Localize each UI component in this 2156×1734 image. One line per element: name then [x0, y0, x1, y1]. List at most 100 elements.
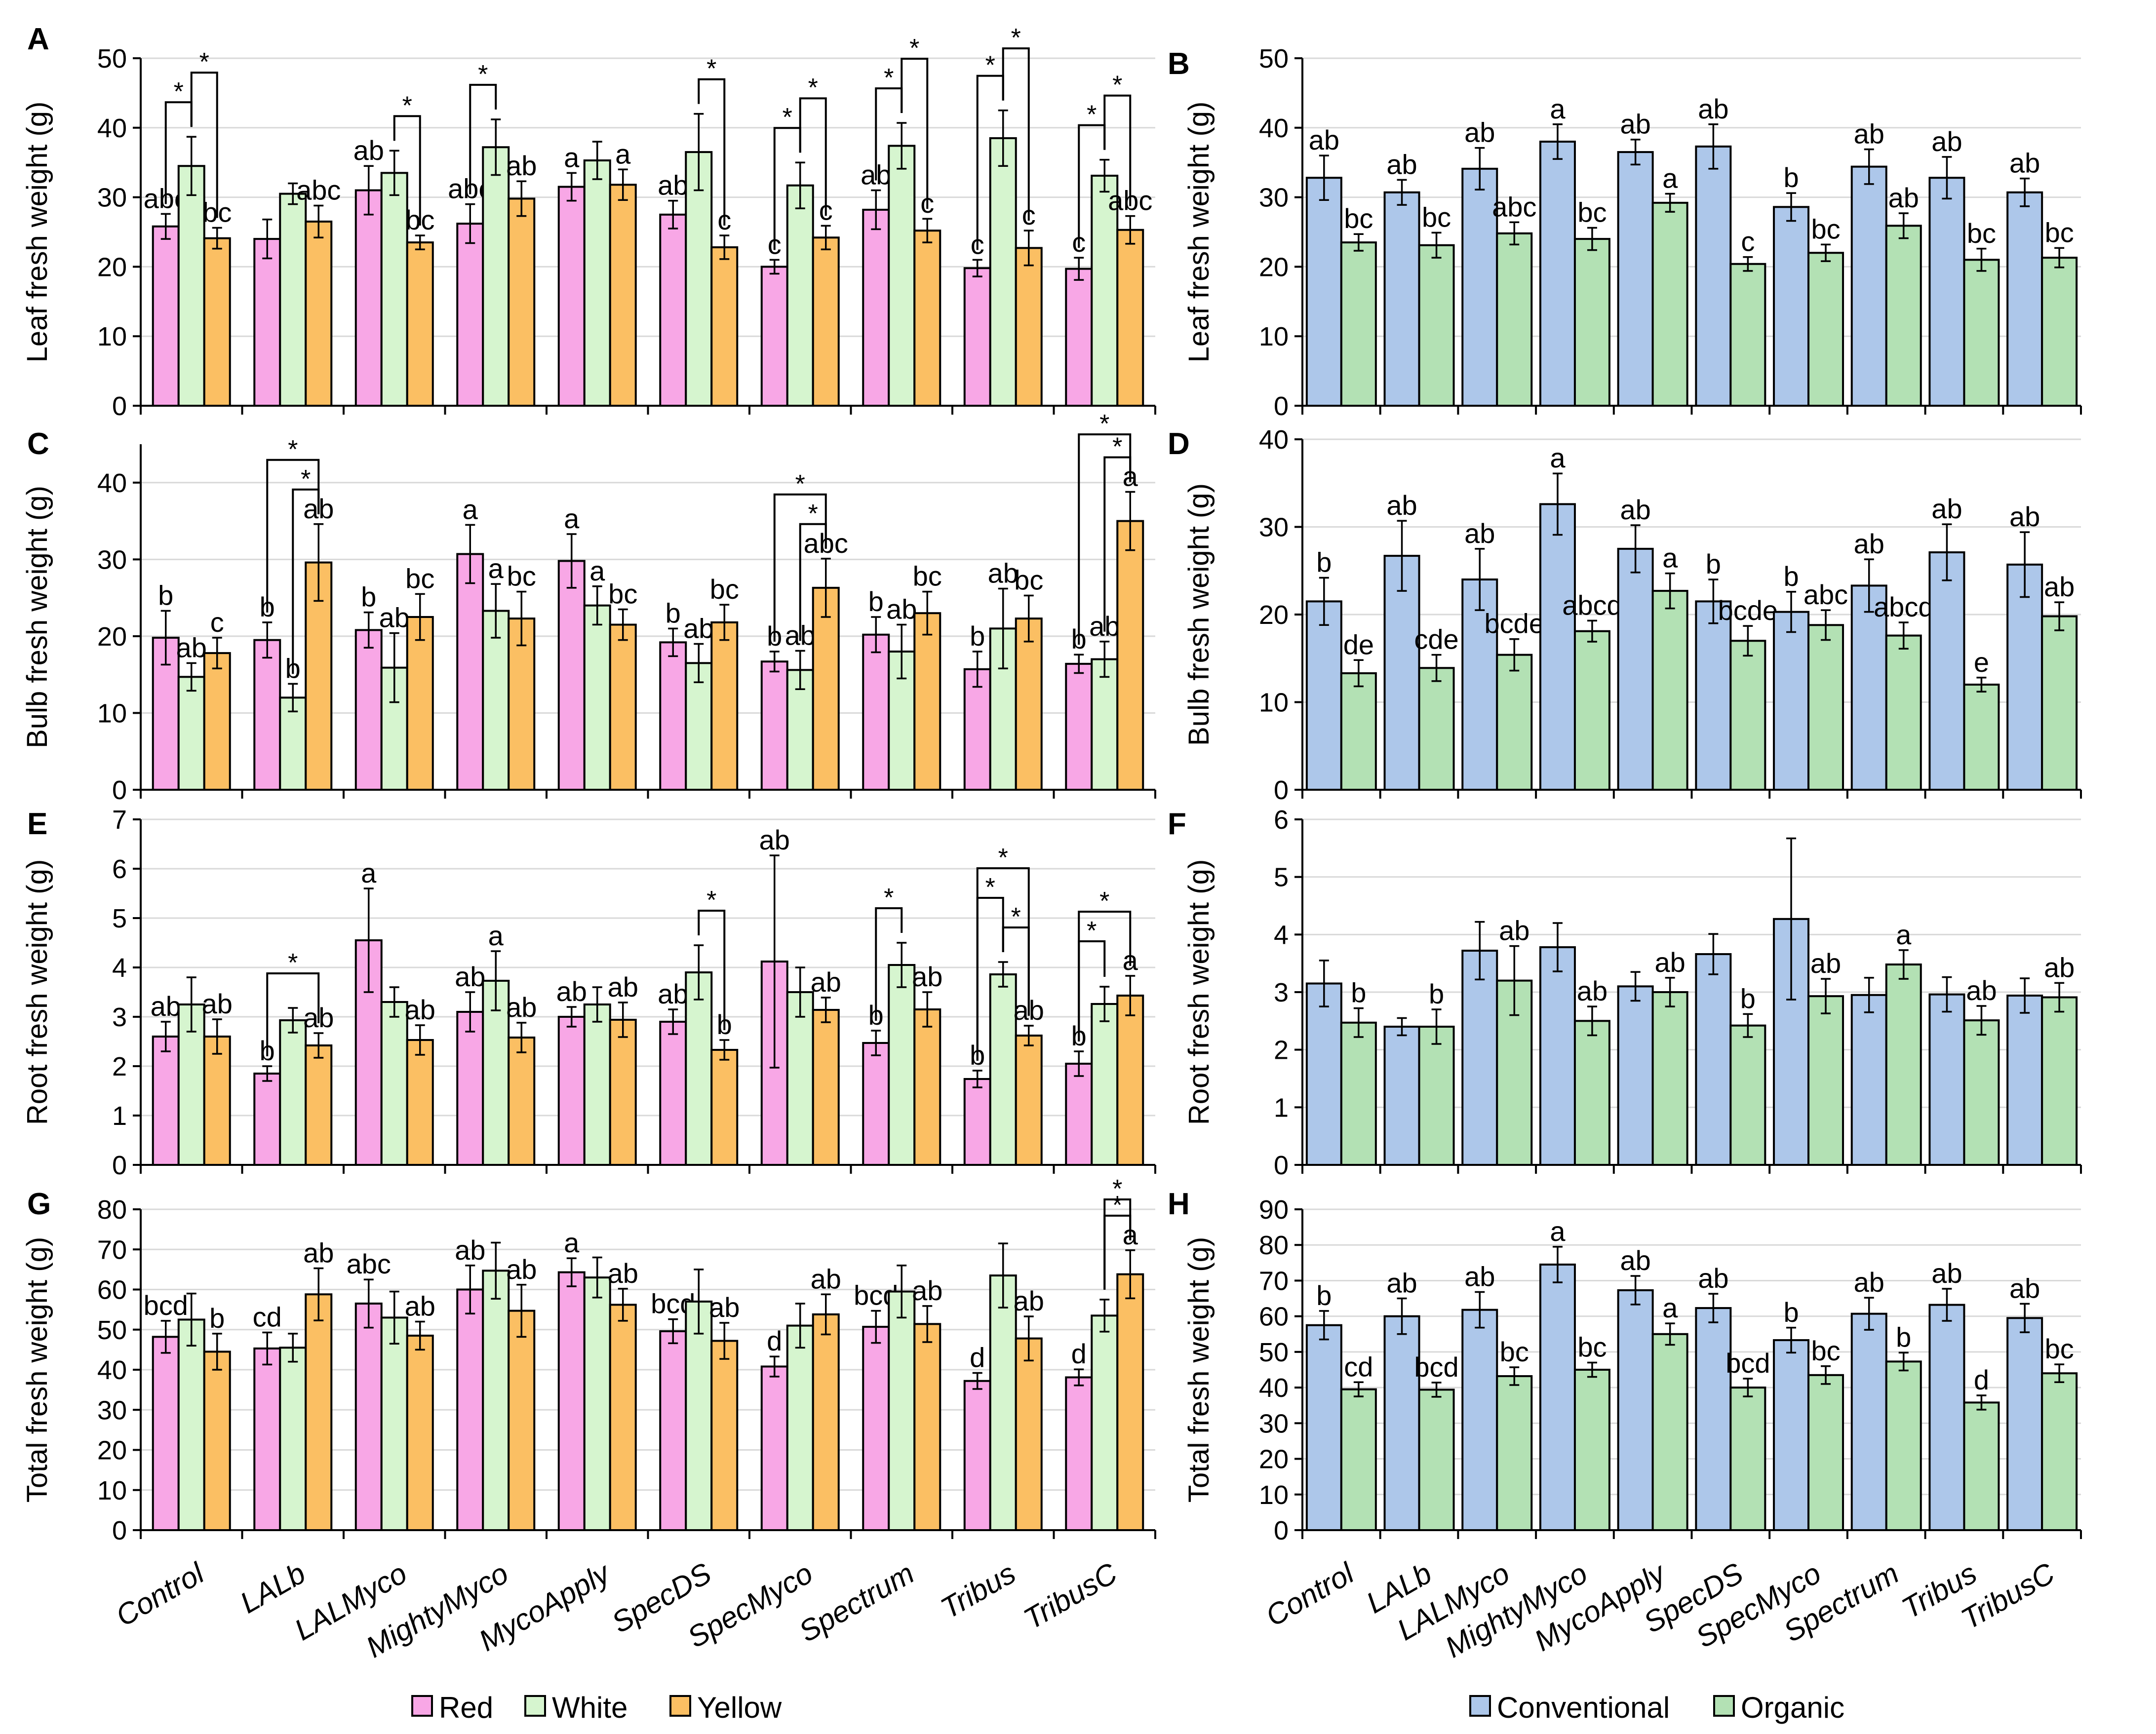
bar-f [1383, 1026, 1420, 1166]
significance-star-c: * [1112, 432, 1122, 461]
y-axis-label-h: Total fresh weight (g) [1183, 1237, 1215, 1503]
significance-star-a: * [478, 60, 488, 89]
significance-star-e: * [288, 949, 298, 977]
bar-a [710, 246, 739, 407]
bar-a [812, 236, 840, 407]
bar-d [1305, 600, 1342, 791]
significance-letter-b: ab [1854, 118, 1884, 149]
bar-c [710, 621, 739, 791]
significance-bracket-a [1002, 47, 1030, 221]
y-tick-label-g: 30 [97, 1395, 127, 1425]
bar-b [1418, 244, 1455, 407]
bar-a [1015, 247, 1043, 407]
bar-a [305, 220, 333, 407]
bar-b [1539, 140, 1576, 407]
bar-a [659, 213, 687, 407]
bar-h [1383, 1315, 1420, 1532]
y-tick-label-g: 70 [97, 1235, 127, 1265]
bar-g [989, 1274, 1017, 1531]
bar-a [482, 146, 510, 407]
bar-h [1928, 1304, 1965, 1532]
bar-c [406, 616, 434, 791]
y-tick-label-h: 10 [1259, 1480, 1289, 1510]
bar-g [203, 1350, 231, 1531]
bar-f [1305, 982, 1342, 1166]
bar-e [888, 964, 916, 1166]
y-tick-label-e: 7 [112, 805, 127, 835]
bar-b [1963, 259, 2000, 407]
y-tick-label-a: 50 [97, 44, 127, 74]
significance-letter-h: ab [1698, 1263, 1728, 1294]
bar-a [1116, 229, 1144, 407]
bar-d [1496, 654, 1533, 791]
significance-letter-c: bc [1014, 564, 1043, 595]
significance-letter-d: ab [1620, 494, 1651, 525]
panel-label-h: H [1168, 1187, 1190, 1221]
panel-label-a: A [27, 22, 49, 56]
significance-star-e: * [1099, 887, 1109, 916]
bar-a [177, 165, 205, 407]
bar-d [1651, 590, 1688, 791]
bar-e [710, 1049, 739, 1166]
legend-label-conventional: Conventional [1497, 1691, 1670, 1724]
bar-g [812, 1313, 840, 1531]
y-tick-label-a: 30 [97, 183, 127, 213]
bar-b [1461, 167, 1498, 407]
bar-f [1617, 985, 1654, 1166]
legend-swatch-organic [1713, 1695, 1735, 1717]
y-tick-label-d: 10 [1259, 688, 1289, 718]
bar-b [1885, 225, 1922, 407]
significance-letter-b: bc [1967, 218, 1996, 249]
y-tick-label-f: 6 [1274, 805, 1289, 835]
significance-star-c: * [288, 435, 298, 464]
significance-star-e: * [1011, 903, 1021, 931]
bar-d [2041, 615, 2078, 791]
significance-letter-g: ab [1014, 1285, 1044, 1316]
bar-f [2041, 996, 2078, 1166]
significance-star-a: * [199, 48, 209, 77]
bar-h [1539, 1263, 1576, 1531]
bar-g [279, 1347, 307, 1531]
significance-letter-h: bcd [1414, 1351, 1458, 1383]
significance-letter-g: ab [303, 1237, 334, 1268]
bar-h [1773, 1339, 1810, 1532]
significance-bracket-a [469, 83, 497, 194]
bar-g [456, 1288, 484, 1531]
bar-h [1729, 1387, 1766, 1531]
significance-letter-d: a [1550, 442, 1566, 473]
bar-b [1383, 191, 1420, 407]
y-tick-label-b: 40 [1259, 114, 1289, 143]
bar-d [1695, 600, 1732, 791]
bar-c [557, 560, 586, 791]
significance-letter-e: ab [658, 978, 688, 1009]
significance-letter-h: ab [1386, 1268, 1417, 1299]
bar-h [2041, 1372, 2078, 1531]
significance-letter-d: cde [1414, 624, 1458, 655]
legend-label-organic: Organic [1741, 1691, 1844, 1724]
bar-g [786, 1324, 814, 1531]
bar-h [1807, 1374, 1844, 1531]
significance-letter-h: a [1550, 1216, 1566, 1247]
significance-letter-h: b [1896, 1321, 1911, 1352]
bar-a [963, 267, 991, 407]
significance-letter-b: ab [1620, 109, 1651, 140]
bar-e [1015, 1035, 1043, 1166]
bar-g [659, 1330, 687, 1531]
bar-d [1773, 611, 1810, 791]
bar-h [1305, 1324, 1342, 1531]
significance-letter-b: ab [1386, 149, 1417, 180]
bar-e [685, 971, 713, 1166]
panel-label-b: B [1168, 47, 1190, 81]
significance-letter-h: ab [1854, 1267, 1884, 1298]
bar-a [989, 137, 1017, 407]
y-tick-label-g: 50 [97, 1315, 127, 1345]
bar-e [963, 1078, 991, 1166]
bar-g [305, 1293, 333, 1531]
significance-letter-d: b [1706, 548, 1721, 579]
significance-bracket-e [1078, 911, 1132, 1041]
significance-letter-c: b [666, 597, 681, 628]
bar-a [888, 145, 916, 407]
bar-a [203, 237, 231, 407]
significance-letter-g: a [564, 1227, 580, 1258]
bar-g [508, 1310, 536, 1531]
